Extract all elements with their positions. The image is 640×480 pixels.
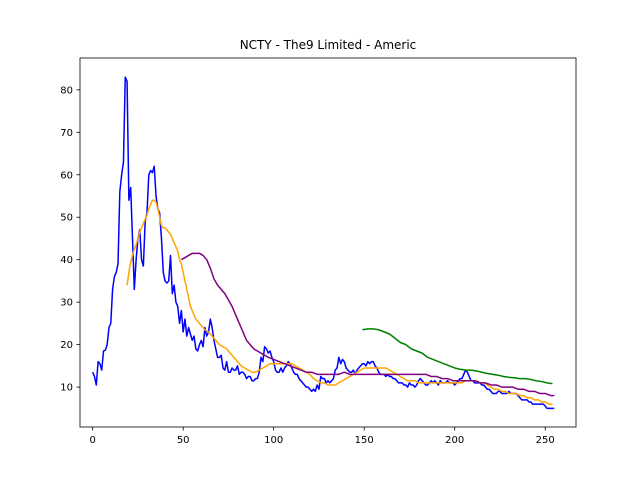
x-tick-label: 150 — [355, 435, 374, 446]
y-axis: 10 20 30 40 50 60 70 80 — [60, 85, 80, 394]
y-tick-label: 20 — [60, 340, 73, 351]
y-tick-label: 80 — [60, 85, 73, 96]
series-layer — [91, 76, 555, 410]
x-tick-label: 200 — [445, 435, 464, 446]
series-line-3 — [180, 252, 555, 397]
y-tick-label: 50 — [60, 213, 73, 224]
x-axis: 0 50 100 150 200 250 — [89, 427, 555, 446]
series-line-4 — [362, 328, 553, 385]
x-tick-label: 50 — [177, 435, 190, 446]
plot-area — [80, 58, 576, 427]
y-tick-label: 40 — [60, 255, 73, 266]
chart-title: NCTY - The9 Limited - Americ — [240, 38, 417, 52]
x-tick-label: 0 — [89, 435, 95, 446]
y-tick-label: 70 — [60, 128, 73, 139]
axes-frame — [79, 57, 577, 428]
series-line-1 — [91, 76, 555, 410]
y-tick-label: 10 — [60, 383, 73, 394]
y-tick-label: 30 — [60, 298, 73, 309]
x-tick-label: 100 — [264, 435, 283, 446]
y-tick-label: 60 — [60, 170, 73, 181]
x-tick-label: 250 — [536, 435, 555, 446]
